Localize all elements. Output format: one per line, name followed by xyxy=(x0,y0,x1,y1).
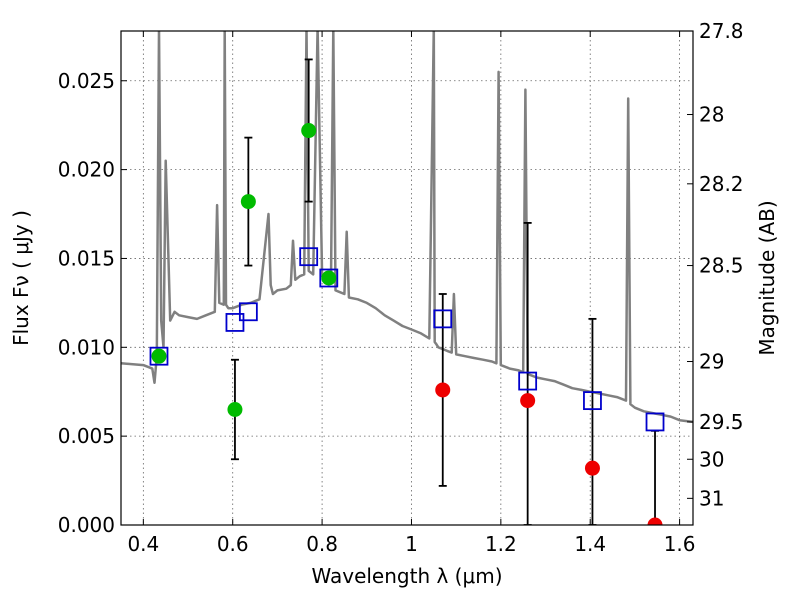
non-detection-point xyxy=(435,382,451,398)
y-tick-label: 0.020 xyxy=(58,158,115,182)
x-tick-label: 1.2 xyxy=(485,532,517,556)
model-photometry-square xyxy=(433,309,453,329)
x-tick-label: 1.6 xyxy=(664,532,696,556)
y-tick-label: 0.005 xyxy=(58,424,115,448)
spectrum-line xyxy=(121,31,693,424)
grid-lines xyxy=(121,31,693,525)
model-photometry-square xyxy=(583,391,602,411)
x-tick-label: 0.6 xyxy=(217,532,249,556)
model-photometry-points xyxy=(149,247,665,432)
error-bars xyxy=(230,58,660,525)
x-tick-label: 0.8 xyxy=(306,532,338,556)
y-tick-label: 0.015 xyxy=(58,246,115,270)
magnitude-tick-label: 28 xyxy=(699,103,724,127)
model-photometry-square xyxy=(319,268,339,288)
magnitude-tick-label: 27.8 xyxy=(699,19,744,43)
detection-point xyxy=(301,123,317,139)
detection-point xyxy=(321,270,337,286)
y-axis-left-title: Flux Fν ( μJy ) xyxy=(9,210,33,346)
model-spectrum xyxy=(121,31,693,424)
detection-point xyxy=(151,348,167,364)
detection-point xyxy=(227,401,243,417)
x-axis-title: Wavelength λ (μm) xyxy=(311,564,502,588)
magnitude-tick-label: 31 xyxy=(699,486,724,510)
y-tick-label: 0.025 xyxy=(58,69,115,93)
magnitude-tick-label: 29.5 xyxy=(699,410,744,434)
model-photometry-square xyxy=(238,302,258,322)
axes: 0.4 0.6 0.8 1 1.2 1.4 1.6 0.000 0.005 0.010 0.015 0… xyxy=(58,19,744,556)
non-detection-point xyxy=(647,517,663,525)
magnitude-tick-label: 28.5 xyxy=(699,254,744,278)
detection-point xyxy=(240,194,256,210)
non-detection-point xyxy=(584,460,600,476)
y-tick-label: 0.010 xyxy=(58,335,115,359)
y-tick-label: 0.000 xyxy=(58,513,115,537)
magnitude-tick-label: 30 xyxy=(699,447,724,471)
x-tick-label: 1.4 xyxy=(574,532,606,556)
model-photometry-square xyxy=(518,371,538,391)
x-tick-label: 0.4 xyxy=(127,532,159,556)
magnitude-tick-label: 28.2 xyxy=(699,172,744,196)
non-detection-point xyxy=(520,393,536,409)
model-photometry-square xyxy=(299,247,319,267)
plot-frame xyxy=(120,30,694,526)
model-photometry-square xyxy=(225,313,245,332)
x-tick-label: 1 xyxy=(405,532,418,556)
y-axis-right-title: Magnitude (AB) xyxy=(755,200,779,355)
observed-points xyxy=(151,123,663,525)
model-photometry-square xyxy=(149,346,169,366)
model-photometry-square xyxy=(645,412,665,432)
magnitude-tick-label: 29 xyxy=(699,350,724,374)
